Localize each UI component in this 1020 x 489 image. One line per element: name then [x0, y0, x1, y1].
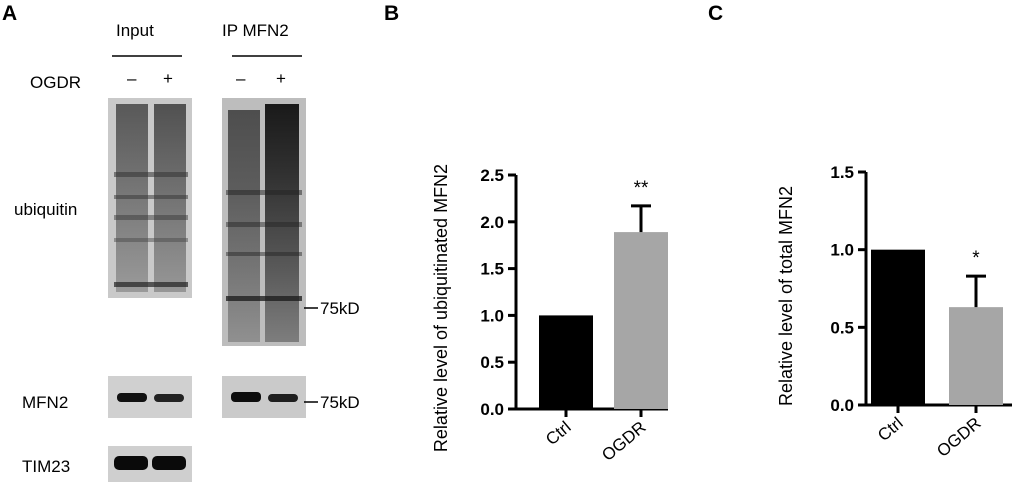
y-tick-label: 2.0	[480, 213, 504, 232]
y-tick-label: 1.0	[480, 306, 504, 325]
y-tick-label: 1.5	[830, 163, 854, 182]
blot-ubiquitin-ip	[222, 98, 306, 346]
group-label-ip-mfn2: IP MFN2	[222, 21, 289, 40]
x-tick-label-ogdr: OGDR	[598, 418, 649, 465]
x-tick-label-ctrl: Ctrl	[542, 418, 574, 450]
blot-tim23-input	[108, 446, 192, 482]
y-tick-label: 1.0	[830, 241, 854, 260]
bar-ogdr	[614, 232, 668, 409]
blot-mfn2-input	[108, 376, 192, 418]
bar-ctrl	[539, 315, 593, 409]
lane-sign-ip-minus: –	[236, 69, 246, 88]
y-tick-label: 0.0	[830, 396, 854, 415]
significance-marker: *	[972, 248, 980, 269]
chart-c: 0.0 0.5 1.0 1.5 Ctrl * OGDR	[830, 163, 1012, 461]
significance-marker: **	[634, 178, 649, 199]
bar-ctrl	[871, 249, 925, 405]
x-tick-label-ogdr: OGDR	[933, 414, 984, 461]
marker-label-mfn2: 75kD	[320, 393, 360, 412]
y-tick-label: 0.0	[480, 400, 504, 419]
chart-c-ylabel: Relative level of total MFN2	[776, 186, 796, 406]
lane-sign-ip-plus: +	[276, 69, 286, 88]
y-tick-label: 0.5	[480, 353, 504, 372]
lane-sign-input-plus: +	[163, 69, 173, 88]
panel-letter-a: A	[2, 2, 17, 25]
group-label-input: Input	[116, 21, 154, 40]
bar-ogdr	[949, 307, 1003, 405]
row-label-mfn2: MFN2	[22, 393, 68, 412]
panel-a: A Input IP MFN2 OGDR – + – +	[2, 2, 360, 482]
blot-ubiquitin-input	[108, 98, 192, 298]
y-tick-label: 2.5	[480, 166, 504, 185]
lane-sign-input-minus: –	[127, 69, 137, 88]
panel-c: C Relative level of total MFN2 0.0 0.5 1.0…	[708, 2, 1012, 461]
panel-letter-b: B	[384, 2, 399, 25]
panel-b: B Relative level of ubiquitinated MFN2 0…	[384, 2, 668, 465]
x-tick-label-ctrl: Ctrl	[874, 414, 906, 446]
y-tick-label: 1.5	[480, 260, 504, 279]
blot-mfn2-ip	[222, 376, 306, 418]
y-tick-label: 0.5	[830, 318, 854, 337]
chart-b: 0.0 0.5 1.0 1.5 2.0 2.5 Ctrl ** OGDR	[480, 166, 668, 465]
row-label-ubiquitin: ubiquitin	[14, 200, 77, 219]
marker-label-ubiquitin: 75kD	[320, 299, 360, 318]
treatment-label: OGDR	[30, 73, 81, 92]
row-label-tim23: TIM23	[22, 457, 70, 476]
chart-b-ylabel: Relative level of ubiquitinated MFN2	[431, 164, 451, 452]
panel-letter-c: C	[708, 2, 723, 25]
